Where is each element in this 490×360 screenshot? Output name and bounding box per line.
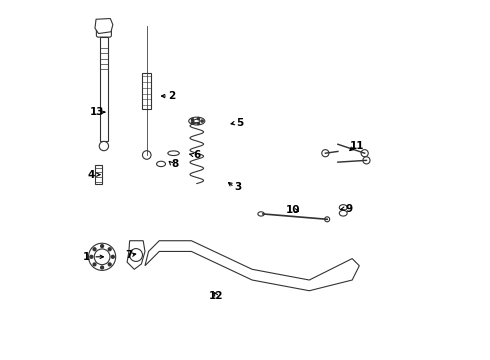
- Circle shape: [111, 255, 114, 258]
- Text: 2: 2: [168, 91, 175, 101]
- Circle shape: [94, 249, 110, 265]
- FancyBboxPatch shape: [97, 24, 111, 37]
- Ellipse shape: [258, 212, 264, 216]
- Bar: [142, 73, 151, 109]
- Circle shape: [93, 248, 96, 251]
- Text: 3: 3: [234, 182, 242, 192]
- Text: 13: 13: [90, 107, 104, 117]
- Circle shape: [192, 118, 194, 121]
- Circle shape: [322, 150, 329, 157]
- Polygon shape: [145, 241, 359, 291]
- Text: 5: 5: [236, 118, 243, 128]
- Circle shape: [93, 263, 96, 266]
- Text: 7: 7: [125, 250, 133, 260]
- Bar: [100, 37, 108, 141]
- Circle shape: [325, 217, 330, 222]
- Circle shape: [192, 121, 194, 123]
- Circle shape: [100, 245, 103, 248]
- Text: 8: 8: [172, 159, 179, 169]
- Circle shape: [361, 150, 368, 157]
- Circle shape: [89, 243, 116, 270]
- Text: 9: 9: [345, 203, 352, 213]
- Text: 11: 11: [350, 141, 365, 151]
- Text: 4: 4: [88, 170, 95, 180]
- Ellipse shape: [339, 210, 347, 216]
- Circle shape: [197, 122, 199, 125]
- Text: 10: 10: [286, 205, 300, 215]
- Bar: [95, 165, 102, 184]
- Text: 12: 12: [209, 291, 223, 301]
- Ellipse shape: [339, 204, 347, 210]
- Circle shape: [99, 141, 109, 151]
- Ellipse shape: [168, 151, 179, 156]
- Ellipse shape: [189, 117, 205, 125]
- Circle shape: [108, 248, 111, 251]
- Circle shape: [143, 151, 151, 159]
- Text: 1: 1: [82, 252, 90, 262]
- Circle shape: [90, 255, 93, 258]
- Circle shape: [201, 120, 203, 122]
- Circle shape: [363, 157, 370, 164]
- Ellipse shape: [157, 161, 166, 167]
- Text: 6: 6: [193, 150, 200, 160]
- Polygon shape: [127, 241, 145, 269]
- Circle shape: [197, 118, 199, 120]
- Circle shape: [100, 266, 103, 269]
- Polygon shape: [95, 18, 113, 33]
- Ellipse shape: [194, 119, 200, 123]
- Circle shape: [108, 263, 111, 266]
- Circle shape: [130, 249, 143, 261]
